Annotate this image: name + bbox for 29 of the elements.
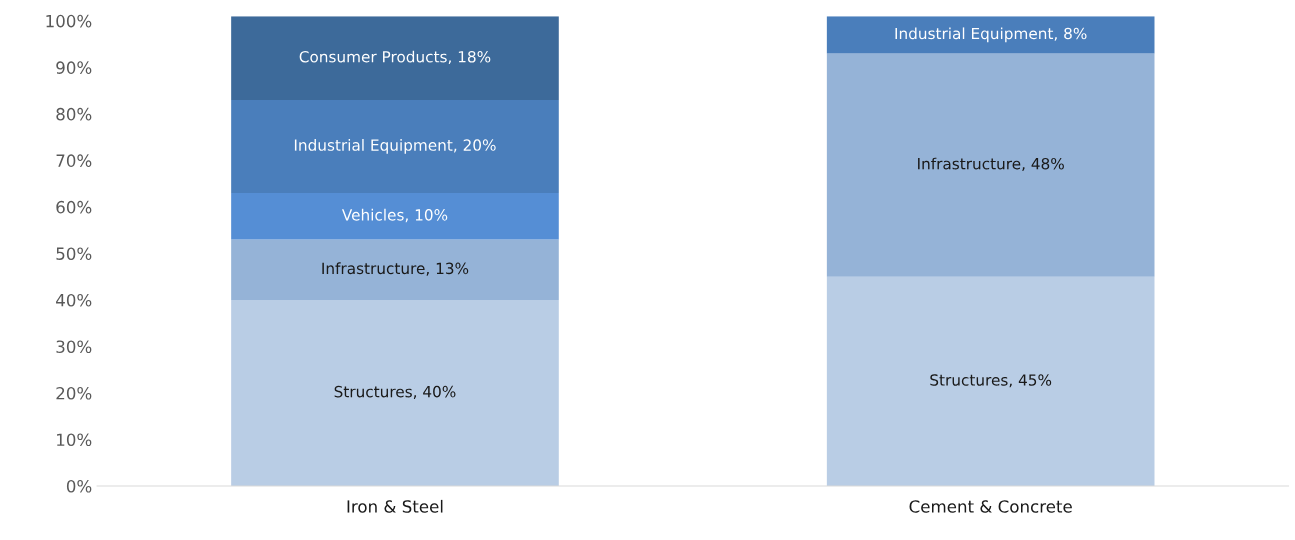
data-label: Industrial Equipment, 8% <box>895 27 1087 43</box>
y-tick-label: 40% <box>56 293 92 307</box>
data-label: Vehicles, 10% <box>341 208 448 223</box>
y-tick-label: 20% <box>56 386 92 400</box>
y-tick-label: 60% <box>56 200 92 214</box>
data-label: Consumer Products, 18% <box>299 50 491 65</box>
y-tick-label: 70% <box>56 154 92 167</box>
bar <box>826 53 1155 277</box>
y-tick-label: 80% <box>56 107 92 121</box>
data-label: Infrastructure, 48% <box>918 157 1064 172</box>
bar <box>231 16 559 100</box>
x-tick-label: Iron & Steel <box>347 499 443 513</box>
data-label: Infrastructure, 13% <box>322 262 469 276</box>
bar <box>826 16 1155 54</box>
y-tick-label: 90% <box>56 61 92 74</box>
data-label: Industrial Equipment, 20% <box>294 139 496 154</box>
x-tick-label: Cement & Concrete <box>909 500 1072 513</box>
data-label: Structures, 40% <box>334 385 456 399</box>
y-tick-label: 30% <box>56 340 92 354</box>
bar <box>231 192 559 240</box>
y-tick-label: 0% <box>66 479 92 493</box>
y-tick-label: 10% <box>57 433 92 447</box>
y-tick-label: 100% <box>46 14 92 28</box>
data-label: Structures, 45% <box>930 374 1052 388</box>
bar <box>231 299 559 486</box>
bar <box>826 276 1155 486</box>
y-tick-label: 50% <box>56 247 92 260</box>
bar <box>231 99 559 193</box>
bar <box>231 239 559 300</box>
